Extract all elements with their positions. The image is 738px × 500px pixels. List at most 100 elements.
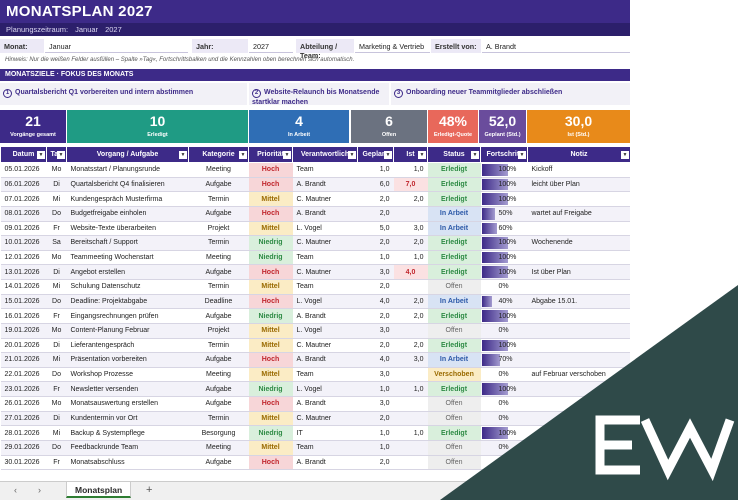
status-cell[interactable]: Offen: [427, 323, 481, 339]
column-header[interactable]: Ist ▼: [393, 146, 428, 163]
owner-cell[interactable]: A. Brandt: [292, 455, 358, 471]
column-header[interactable]: Kategorie ▼: [188, 146, 249, 163]
date-cell[interactable]: 15.01.2026: [0, 294, 47, 310]
day-cell[interactable]: Mi: [46, 279, 67, 295]
note-cell[interactable]: Wochenende: [527, 235, 631, 251]
day-cell[interactable]: Do: [46, 440, 67, 456]
status-cell[interactable]: Erledigt: [427, 162, 481, 178]
day-cell[interactable]: Di: [46, 264, 67, 280]
progress-cell[interactable]: 100%: [480, 250, 528, 266]
owner-cell[interactable]: L. Vogel: [292, 294, 358, 310]
add-sheet-icon[interactable]: +: [146, 484, 153, 496]
priority-cell[interactable]: Hoch: [248, 206, 293, 222]
task-cell[interactable]: Kundentermin vor Ort: [66, 411, 189, 427]
actual-cell[interactable]: 1,0: [393, 162, 428, 178]
goal-2[interactable]: 2 Website-Relaunch bis Monatsende startkl…: [249, 83, 389, 106]
note-cell[interactable]: [527, 279, 631, 295]
goal-3[interactable]: 3 Onboarding neuer Teammitglieder abschli…: [391, 83, 630, 105]
date-cell[interactable]: 22.01.2026: [0, 367, 47, 383]
goal-1[interactable]: 1 Quartalsbericht Q1 vorbereiten und inte…: [0, 83, 247, 105]
category-cell[interactable]: Meeting: [188, 250, 249, 266]
day-cell[interactable]: Do: [46, 367, 67, 383]
category-cell[interactable]: Aufgabe: [188, 396, 249, 412]
date-cell[interactable]: 27.01.2026: [0, 411, 47, 427]
owner-cell[interactable]: A. Brandt: [292, 352, 358, 368]
filter-dropdown-icon[interactable]: ▼: [239, 151, 247, 159]
task-cell[interactable]: Schulung Datenschutz: [66, 279, 189, 295]
task-cell[interactable]: Newsletter versenden: [66, 381, 189, 397]
note-cell[interactable]: [527, 191, 631, 207]
table-row[interactable]: 10.01.2026 Sa Bereitschaft / Support Termin…: [0, 235, 631, 251]
planned-cell[interactable]: 2,0: [357, 455, 394, 471]
owner-cell[interactable]: Team: [292, 279, 358, 295]
progress-cell[interactable]: 0%: [480, 440, 528, 456]
department-field[interactable]: Marketing & Vertrieb: [355, 39, 430, 53]
task-cell[interactable]: Monatsstart / Planungsrunde: [66, 162, 189, 178]
status-cell[interactable]: Erledigt: [427, 250, 481, 266]
planned-cell[interactable]: 2,0: [357, 279, 394, 295]
table-row[interactable]: 16.01.2026 Fr Eingangsrechnungen prüfen Auf…: [0, 308, 631, 324]
planned-cell[interactable]: 2,0: [357, 308, 394, 324]
task-cell[interactable]: Quartalsbericht Q4 finalisieren: [66, 177, 189, 193]
owner-cell[interactable]: L. Vogel: [292, 221, 358, 237]
progress-cell[interactable]: 100%: [480, 162, 528, 178]
actual-cell[interactable]: 2,0: [393, 235, 428, 251]
column-header[interactable]: Datum ▼: [0, 146, 47, 163]
priority-cell[interactable]: Mittel: [248, 221, 293, 237]
task-cell[interactable]: Angebot erstellen: [66, 264, 189, 280]
table-row[interactable]: 08.01.2026 Do Budgetfreigabe einholen Aufga…: [0, 206, 631, 222]
filter-dropdown-icon[interactable]: ▼: [283, 151, 291, 159]
priority-cell[interactable]: Mittel: [248, 279, 293, 295]
progress-cell[interactable]: 0%: [480, 411, 528, 427]
progress-cell[interactable]: 100%: [480, 177, 528, 193]
progress-cell[interactable]: 100%: [480, 191, 528, 207]
owner-cell[interactable]: Team: [292, 367, 358, 383]
status-cell[interactable]: Offen: [427, 440, 481, 456]
owner-cell[interactable]: A. Brandt: [292, 177, 358, 193]
filter-dropdown-icon[interactable]: ▼: [418, 151, 426, 159]
day-cell[interactable]: Di: [46, 411, 67, 427]
category-cell[interactable]: Meeting: [188, 162, 249, 178]
status-cell[interactable]: Erledigt: [427, 264, 481, 280]
owner-cell[interactable]: Team: [292, 250, 358, 266]
progress-cell[interactable]: 70%: [480, 352, 528, 368]
column-header[interactable]: Notiz ▼: [527, 146, 631, 163]
priority-cell[interactable]: Mittel: [248, 191, 293, 207]
table-row[interactable]: 28.01.2026 Mi Backup & Systempflege Besorgu…: [0, 425, 631, 441]
progress-cell[interactable]: 100%: [480, 381, 528, 397]
task-cell[interactable]: Feedbackrunde Team: [66, 440, 189, 456]
table-row[interactable]: 26.01.2026 Mo Monatsauswertung erstellen Au…: [0, 396, 631, 412]
table-row[interactable]: 15.01.2026 Do Deadline: Projektabgabe Deadl…: [0, 294, 631, 310]
priority-cell[interactable]: Mittel: [248, 323, 293, 339]
progress-cell[interactable]: 0%: [480, 323, 528, 339]
note-cell[interactable]: [527, 425, 631, 441]
progress-cell[interactable]: 100%: [480, 308, 528, 324]
progress-cell[interactable]: 60%: [480, 221, 528, 237]
owner-cell[interactable]: C. Mautner: [292, 191, 358, 207]
owner-cell[interactable]: C. Mautner: [292, 338, 358, 354]
planned-cell[interactable]: 1,0: [357, 425, 394, 441]
category-cell[interactable]: Aufgabe: [188, 308, 249, 324]
planned-cell[interactable]: 3,0: [357, 264, 394, 280]
prev-sheet-icon[interactable]: ‹: [14, 485, 17, 495]
priority-cell[interactable]: Niedrig: [248, 250, 293, 266]
day-cell[interactable]: Do: [46, 206, 67, 222]
planned-cell[interactable]: 1,0: [357, 162, 394, 178]
status-cell[interactable]: Erledigt: [427, 308, 481, 324]
task-cell[interactable]: Präsentation vorbereiten: [66, 352, 189, 368]
filter-dropdown-icon[interactable]: ▼: [37, 151, 45, 159]
category-cell[interactable]: Aufgabe: [188, 455, 249, 471]
priority-cell[interactable]: Hoch: [248, 352, 293, 368]
category-cell[interactable]: Deadline: [188, 294, 249, 310]
owner-cell[interactable]: A. Brandt: [292, 308, 358, 324]
filter-dropdown-icon[interactable]: ▼: [348, 151, 356, 159]
status-cell[interactable]: Erledigt: [427, 235, 481, 251]
status-cell[interactable]: In Arbeit: [427, 221, 481, 237]
priority-cell[interactable]: Niedrig: [248, 381, 293, 397]
filter-dropdown-icon[interactable]: ▼: [471, 151, 479, 159]
actual-cell[interactable]: 2,0: [393, 338, 428, 354]
progress-cell[interactable]: 0%: [480, 367, 528, 383]
filter-dropdown-icon[interactable]: ▼: [518, 151, 526, 159]
category-cell[interactable]: Termin: [188, 279, 249, 295]
date-cell[interactable]: 07.01.2026: [0, 191, 47, 207]
